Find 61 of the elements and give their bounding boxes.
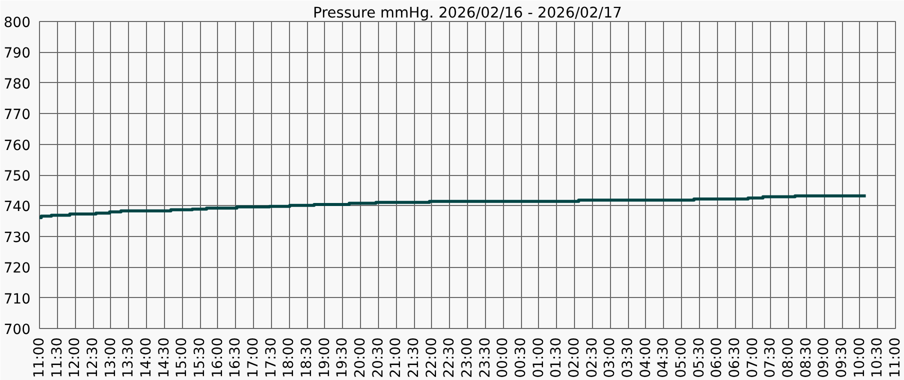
x-tick-label: 14:00 — [138, 337, 154, 378]
y-tick-label: 700 — [4, 322, 31, 338]
x-tick-label: 19:30 — [334, 337, 351, 378]
x-tick-label: 14:30 — [156, 337, 172, 378]
y-tick-label: 780 — [4, 76, 31, 92]
x-tick-label: 01:30 — [548, 337, 565, 378]
x-tick-label: 07:00 — [744, 337, 761, 378]
x-tick-label: 20:00 — [352, 337, 368, 378]
x-tick-label: 12:00 — [67, 337, 84, 378]
x-tick-label: 21:00 — [388, 337, 404, 378]
y-tick-label: 720 — [4, 260, 31, 277]
y-tick-label: 730 — [4, 230, 31, 246]
x-tick-label: 22:30 — [442, 337, 458, 378]
y-tick-label: 800 — [4, 15, 31, 31]
y-tick-label: 760 — [4, 138, 31, 154]
x-tick-label: 08:30 — [798, 337, 814, 378]
x-tick-label: 18:00 — [281, 337, 298, 378]
x-tick-label: 18:30 — [299, 337, 315, 378]
x-tick-label: 09:00 — [816, 337, 832, 378]
x-tick-label: 16:30 — [228, 337, 244, 378]
x-tick-label: 17:30 — [263, 337, 280, 378]
x-tick-label: 00:30 — [513, 337, 529, 378]
x-tick-label: 03:30 — [620, 337, 636, 378]
x-tick-label: 06:00 — [709, 337, 726, 378]
x-tick-label: 05:00 — [674, 337, 690, 378]
x-tick-label: 10:00 — [852, 337, 868, 378]
x-tick-label: 23:00 — [460, 337, 476, 378]
x-tick-label: 08:00 — [780, 337, 796, 378]
x-tick-label: 04:00 — [638, 337, 654, 378]
y-tick-label: 770 — [4, 107, 31, 124]
x-tick-label: 04:30 — [656, 337, 672, 378]
x-tick-label: 11:00 — [32, 337, 48, 378]
x-tick-label: 06:30 — [727, 337, 743, 378]
x-tick-label: 13:00 — [102, 337, 119, 378]
y-tick-label: 740 — [4, 199, 31, 216]
y-tick-label: 710 — [4, 291, 31, 308]
chart-title: Pressure mmHg. 2026/02/16 - 2026/02/17 — [313, 4, 622, 22]
x-tick-label: 12:30 — [85, 337, 101, 378]
x-tick-label: 00:00 — [495, 337, 512, 378]
x-tick-label: 15:00 — [174, 337, 190, 378]
x-tick-label: 03:00 — [602, 337, 618, 378]
x-tick-label: 19:00 — [316, 337, 333, 378]
x-tick-label: 13:30 — [120, 337, 137, 378]
x-tick-label: 22:00 — [424, 337, 440, 378]
x-tick-label: 07:30 — [762, 337, 779, 378]
x-tick-label: 15:30 — [192, 337, 208, 378]
x-tick-label: 09:30 — [834, 337, 850, 378]
x-tick-label: 17:00 — [246, 337, 262, 378]
x-tick-label: 01:00 — [530, 337, 547, 378]
x-tick-label: 21:30 — [406, 337, 422, 378]
x-tick-label: 02:30 — [584, 337, 600, 378]
x-tick-label: 02:00 — [566, 337, 582, 378]
x-tick-label: 20:30 — [370, 337, 386, 378]
x-tick-label: 10:30 — [870, 337, 886, 378]
x-tick-label: 11:30 — [49, 337, 66, 378]
x-tick-label: 23:30 — [477, 337, 494, 378]
x-tick-label: 11:00 — [888, 337, 904, 378]
y-tick-label: 790 — [4, 46, 31, 62]
y-tick-label: 750 — [4, 168, 31, 184]
x-tick-label: 05:30 — [691, 337, 708, 378]
x-tick-label: 16:00 — [210, 337, 226, 378]
